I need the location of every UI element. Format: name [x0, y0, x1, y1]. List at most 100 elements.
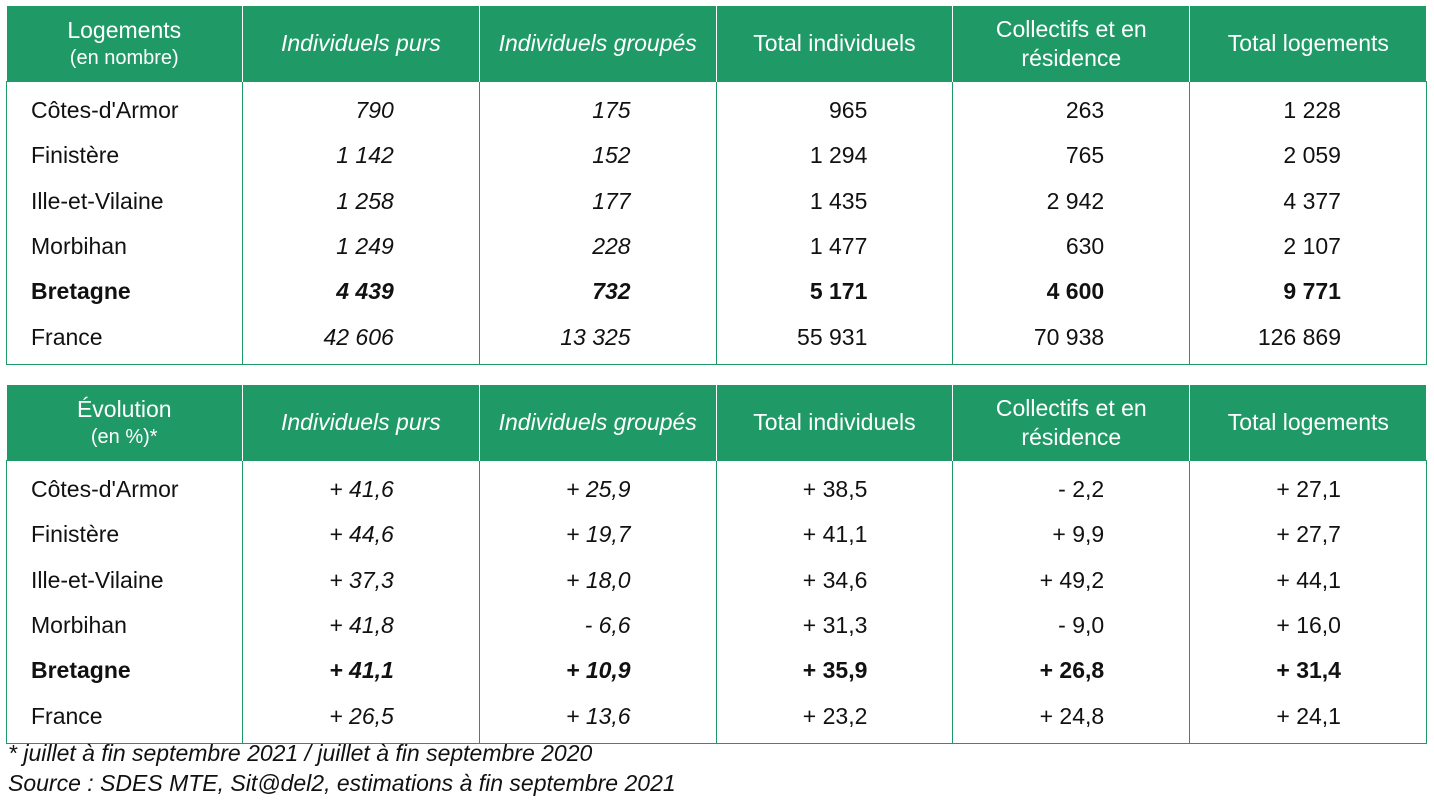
cell-value: 4 439	[242, 269, 480, 315]
header-title: Logements	[67, 16, 182, 43]
table-header-row: Logements (en nombre) Individuels purs I…	[6, 6, 1427, 82]
cell-value: + 13,6	[478, 693, 717, 744]
cell-value: 175	[478, 81, 717, 134]
header-subtitle: (en nombre)	[69, 46, 179, 69]
cell-value: 13 325	[478, 314, 717, 365]
cell-value: 1 258	[242, 178, 480, 224]
cell-value: 42 606	[242, 314, 480, 365]
table-evolution: Évolution (en %)* Individuels purs Indiv…	[6, 385, 1427, 744]
table-logements: Logements (en nombre) Individuels purs I…	[6, 6, 1427, 365]
cell-value: 55 931	[715, 314, 953, 365]
header-subtitle: (en %)*	[90, 425, 158, 448]
cell-value: - 9,0	[952, 602, 1190, 649]
cell-value: 4 377	[1189, 178, 1427, 224]
table-row: Finistère 1 142 152 1 294 765 2 059	[6, 133, 1427, 179]
table-row: Finistère + 44,6 + 19,7 + 41,1 + 9,9 + 2…	[6, 512, 1427, 558]
row-label: Morbihan	[6, 223, 243, 270]
cell-value: 1 294	[715, 133, 953, 179]
table-row: Ille-et-Vilaine + 37,3 + 18,0 + 34,6 + 4…	[6, 557, 1427, 603]
table-row: France 42 606 13 325 55 931 70 938 126 8…	[6, 314, 1427, 365]
table-header-row: Évolution (en %)* Individuels purs Indiv…	[6, 385, 1427, 461]
cell-value: + 41,1	[715, 512, 953, 558]
cell-value: + 31,3	[715, 602, 953, 649]
header-individuels-purs: Individuels purs	[242, 385, 480, 461]
cell-value: + 41,1	[242, 648, 480, 694]
header-total-individuels: Total individuels	[715, 6, 953, 82]
cell-value: + 9,9	[952, 512, 1190, 558]
cell-value: + 41,8	[242, 602, 480, 649]
cell-value: 765	[952, 133, 1190, 179]
header-evolution: Évolution (en %)*	[6, 385, 243, 461]
table-row: France + 26,5 + 13,6 + 23,2 + 24,8 + 24,…	[6, 693, 1427, 744]
table-row: Morbihan + 41,8 - 6,6 + 31,3 - 9,0 + 16,…	[6, 602, 1427, 649]
cell-value: + 44,1	[1189, 557, 1427, 603]
header-collectifs: Collectifs et en résidence	[952, 385, 1190, 461]
header-total-logements: Total logements	[1189, 385, 1427, 461]
row-label: Côtes-d'Armor	[6, 460, 243, 513]
cell-value: 1 142	[242, 133, 480, 179]
table-row: Ille-et-Vilaine 1 258 177 1 435 2 942 4 …	[6, 178, 1427, 224]
cell-value: 965	[715, 81, 953, 134]
table-row: Morbihan 1 249 228 1 477 630 2 107	[6, 223, 1427, 270]
cell-value: 1 435	[715, 178, 953, 224]
header-collectifs: Collectifs et en résidence	[952, 6, 1190, 82]
cell-value: 2 942	[952, 178, 1190, 224]
header-title: Évolution	[76, 395, 172, 422]
cell-value: 177	[478, 178, 717, 224]
cell-value: 732	[478, 269, 717, 315]
row-label: Finistère	[6, 133, 243, 179]
cell-value: 70 938	[952, 314, 1190, 365]
header-individuels-groupes: Individuels groupés	[478, 6, 717, 82]
row-label: Morbihan	[6, 602, 243, 649]
cell-value: + 38,5	[715, 460, 953, 513]
cell-value: + 49,2	[952, 557, 1190, 603]
cell-value: + 24,1	[1189, 693, 1427, 744]
cell-value: 4 600	[952, 269, 1190, 315]
cell-value: + 34,6	[715, 557, 953, 603]
header-individuels-purs: Individuels purs	[242, 6, 480, 82]
cell-value: + 44,6	[242, 512, 480, 558]
cell-value: 1 228	[1189, 81, 1427, 134]
cell-value: + 18,0	[478, 557, 717, 603]
cell-value: 2 059	[1189, 133, 1427, 179]
table-row: Côtes-d'Armor + 41,6 + 25,9 + 38,5 - 2,2…	[6, 460, 1427, 513]
cell-value: + 10,9	[478, 648, 717, 694]
cell-value: 790	[242, 81, 480, 134]
row-label: Côtes-d'Armor	[6, 81, 243, 134]
cell-value: 630	[952, 223, 1190, 270]
cell-value: + 35,9	[715, 648, 953, 694]
cell-value: 228	[478, 223, 717, 270]
row-label: Finistère	[6, 512, 243, 558]
cell-value: 152	[478, 133, 717, 179]
cell-value: + 25,9	[478, 460, 717, 513]
header-total-logements: Total logements	[1189, 6, 1427, 82]
footnote-period: * juillet à fin septembre 2021 / juillet…	[8, 740, 593, 766]
header-logements: Logements (en nombre)	[6, 6, 243, 82]
cell-value: 1 249	[242, 223, 480, 270]
cell-value: 9 771	[1189, 269, 1427, 315]
table-row: Côtes-d'Armor 790 175 965 263 1 228	[6, 81, 1427, 134]
cell-value: + 23,2	[715, 693, 953, 744]
cell-value: 2 107	[1189, 223, 1427, 270]
cell-value: + 24,8	[952, 693, 1190, 744]
cell-value: + 19,7	[478, 512, 717, 558]
cell-value: - 6,6	[478, 602, 717, 649]
cell-value: + 16,0	[1189, 602, 1427, 649]
cell-value: + 27,7	[1189, 512, 1427, 558]
header-individuels-groupes: Individuels groupés	[478, 385, 717, 461]
cell-value: + 26,5	[242, 693, 480, 744]
cell-value: - 2,2	[952, 460, 1190, 513]
row-label: Ille-et-Vilaine	[6, 178, 243, 224]
header-total-individuels: Total individuels	[715, 385, 953, 461]
cell-value: 263	[952, 81, 1190, 134]
row-label: France	[6, 314, 243, 365]
cell-value: + 31,4	[1189, 648, 1427, 694]
row-label: France	[6, 693, 243, 744]
cell-value: 5 171	[715, 269, 953, 315]
table-row-bretagne: Bretagne 4 439 732 5 171 4 600 9 771	[6, 269, 1427, 315]
cell-value: + 26,8	[952, 648, 1190, 694]
table-row-bretagne: Bretagne + 41,1 + 10,9 + 35,9 + 26,8 + 3…	[6, 648, 1427, 694]
row-label: Ille-et-Vilaine	[6, 557, 243, 603]
cell-value: 126 869	[1189, 314, 1427, 365]
row-label: Bretagne	[6, 269, 243, 315]
